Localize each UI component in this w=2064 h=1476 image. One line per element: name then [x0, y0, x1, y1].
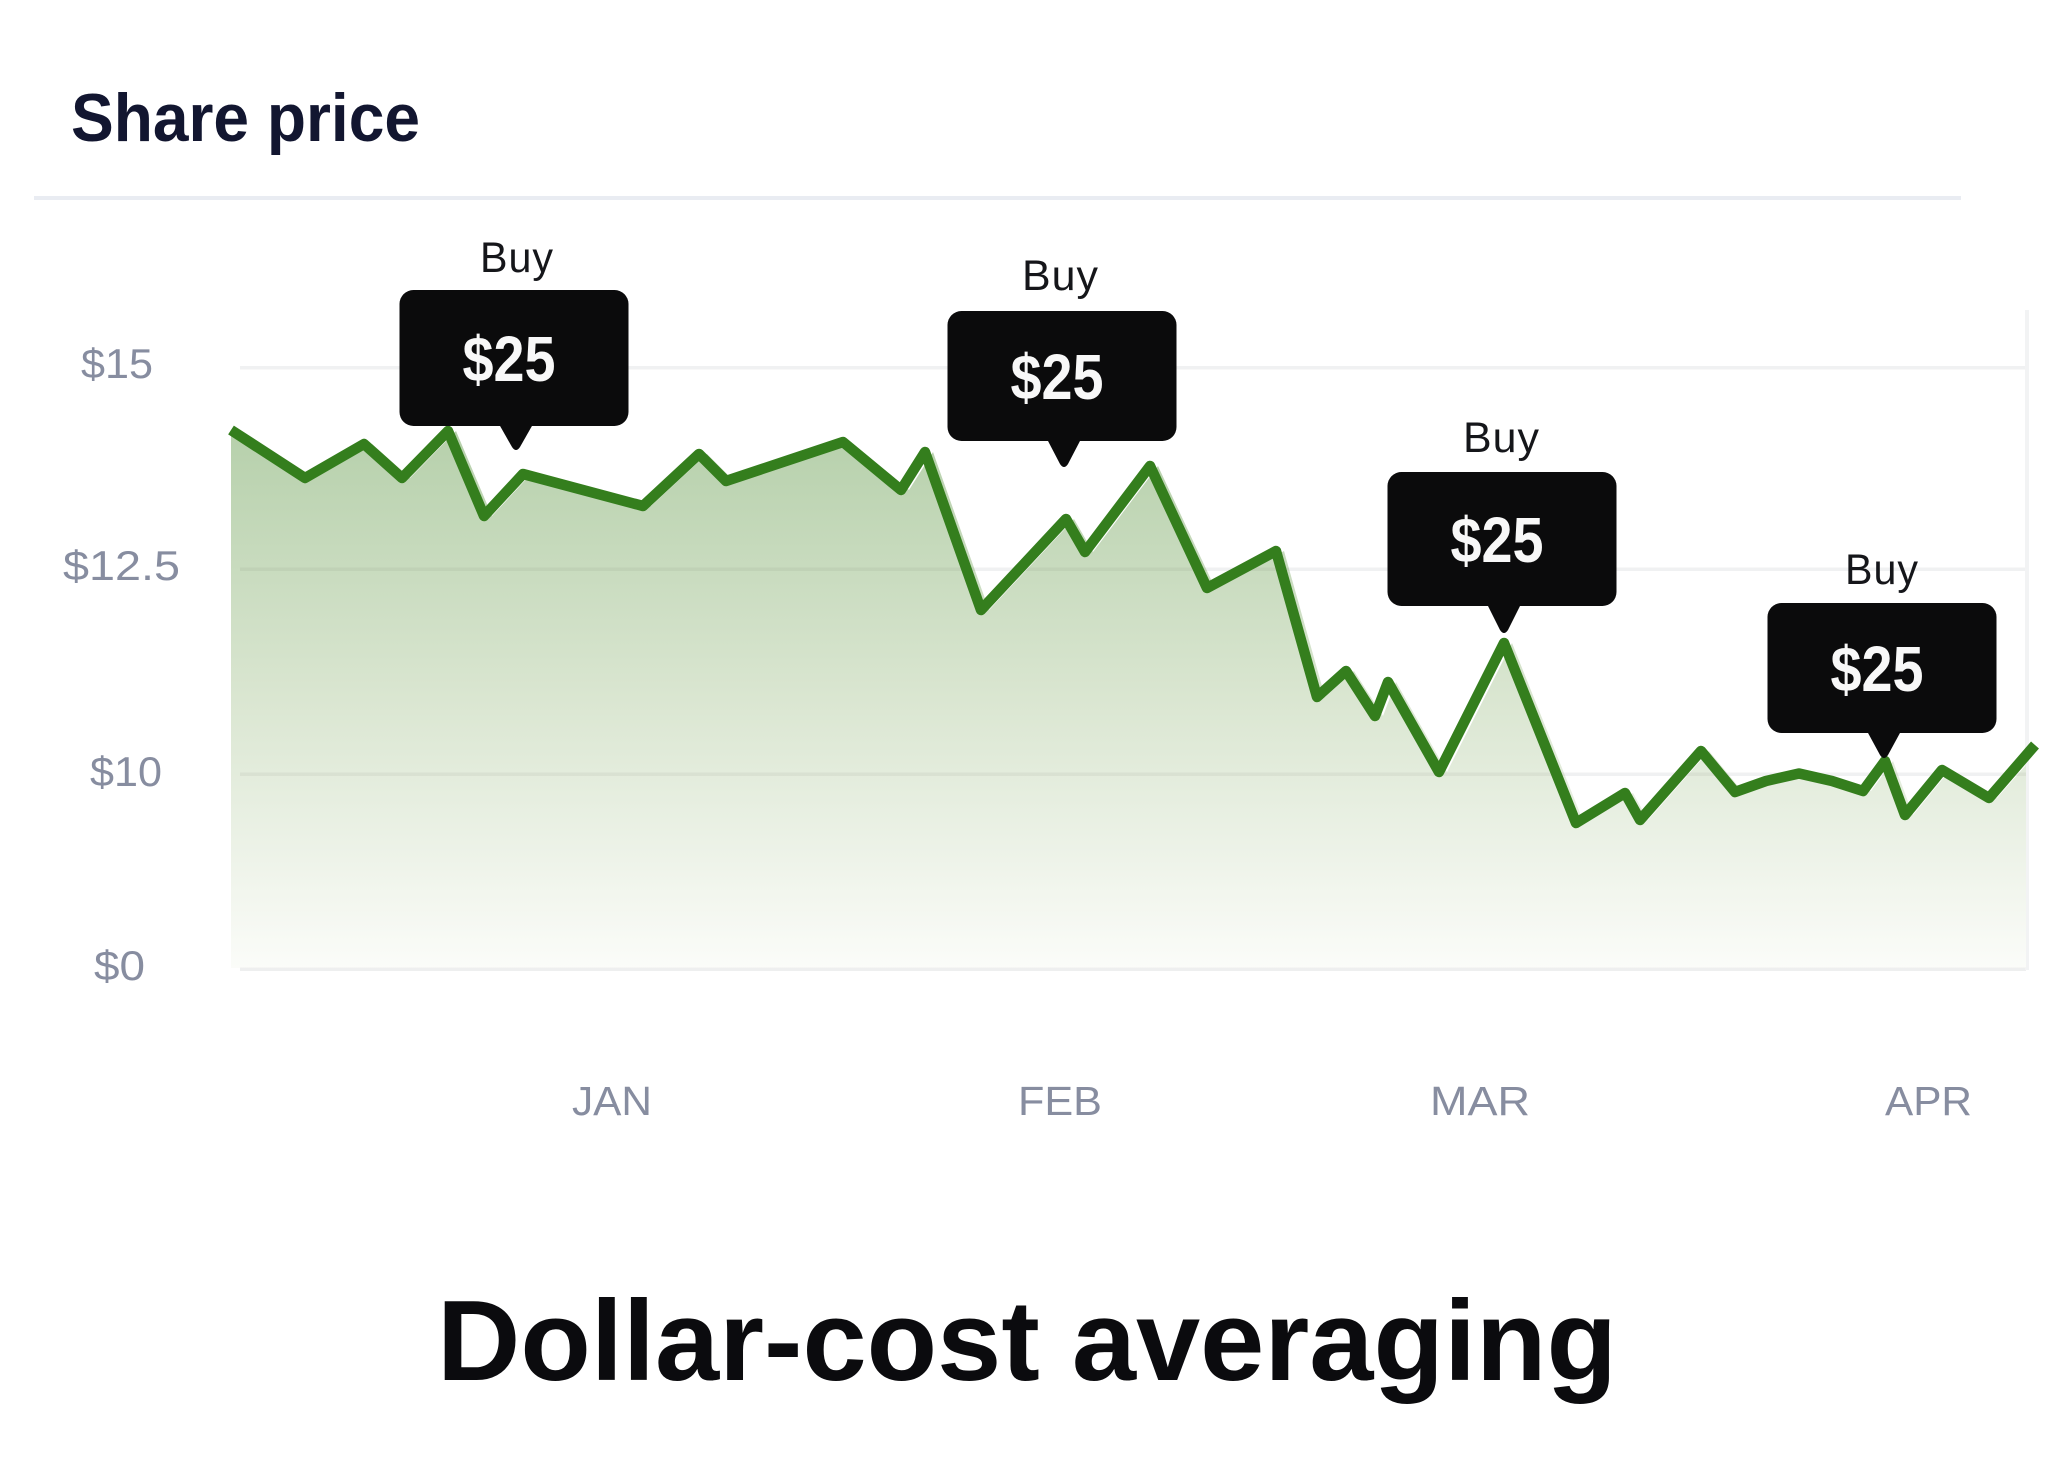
svg-text:Share price: Share price — [71, 80, 420, 156]
svg-text:$0: $0 — [94, 942, 145, 989]
svg-text:$15: $15 — [81, 340, 153, 387]
svg-text:Dollar-cost averaging: Dollar-cost averaging — [437, 1278, 1617, 1405]
svg-text:$25: $25 — [1831, 633, 1924, 705]
svg-text:FEB: FEB — [1018, 1078, 1102, 1124]
svg-text:Buy: Buy — [1463, 414, 1540, 462]
svg-text:$25: $25 — [1451, 504, 1544, 576]
svg-text:MAR: MAR — [1430, 1078, 1530, 1124]
svg-text:$10: $10 — [90, 748, 162, 795]
svg-text:Buy: Buy — [480, 234, 554, 282]
svg-text:$12.5: $12.5 — [63, 542, 180, 589]
svg-text:APR: APR — [1885, 1078, 1972, 1124]
svg-text:Buy: Buy — [1022, 252, 1099, 300]
svg-text:Buy: Buy — [1845, 546, 1919, 594]
svg-text:$25: $25 — [463, 323, 556, 395]
svg-text:JAN: JAN — [572, 1078, 652, 1124]
svg-text:$25: $25 — [1011, 341, 1104, 413]
